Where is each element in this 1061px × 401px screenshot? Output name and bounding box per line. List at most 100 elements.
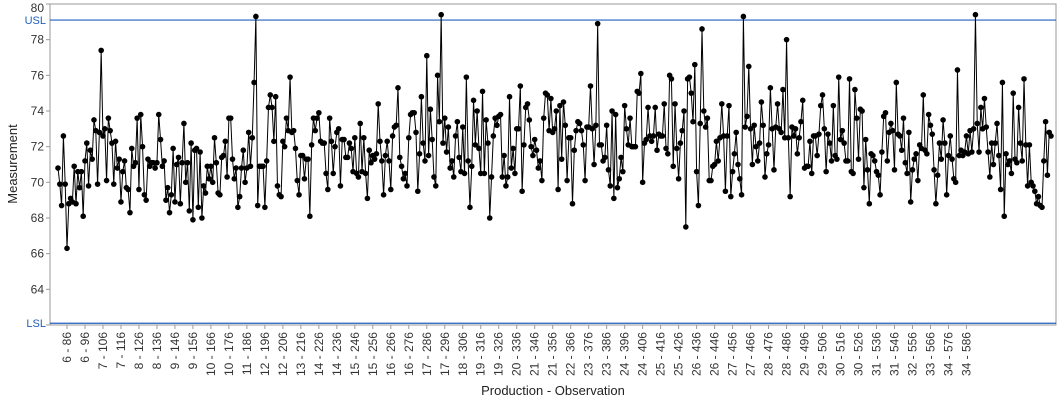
- data-point: [134, 115, 140, 121]
- data-point: [202, 190, 209, 196]
- data-point: [934, 172, 941, 178]
- data-point: [648, 138, 655, 145]
- data-point: [467, 204, 473, 211]
- data-point: [627, 115, 633, 121]
- data-point: [83, 140, 90, 146]
- data-point: [805, 163, 811, 170]
- x-tick-label: 9 - 156: [186, 332, 200, 370]
- data-point: [278, 193, 284, 200]
- data-point: [220, 152, 227, 159]
- x-tick-label: 31 - 536: [870, 332, 884, 376]
- data-point: [672, 101, 678, 107]
- data-point: [594, 20, 601, 27]
- data-point: [98, 47, 104, 54]
- data-point: [992, 140, 999, 146]
- y-axis: 64 66 68 70 72 74 76 78 80: [31, 1, 50, 326]
- data-point: [736, 175, 743, 182]
- data-point: [618, 154, 624, 161]
- data-point: [1039, 204, 1045, 211]
- data-point: [839, 127, 846, 134]
- data-point: [154, 159, 160, 166]
- data-point: [262, 204, 268, 211]
- data-point: [571, 147, 578, 154]
- data-point: [780, 86, 786, 93]
- y-tick-label: 80: [31, 1, 45, 15]
- x-tick-label: 6 - 96: [78, 332, 92, 363]
- data-point: [1006, 158, 1013, 164]
- data-point: [94, 181, 101, 187]
- data-point: [186, 208, 193, 214]
- data-point: [432, 183, 439, 189]
- data-point: [112, 138, 119, 145]
- data-point: [242, 179, 248, 186]
- data-point: [490, 133, 497, 139]
- data-point: [702, 124, 709, 130]
- data-point: [823, 168, 829, 175]
- data-point: [668, 76, 675, 82]
- data-point: [675, 175, 682, 182]
- data-point: [136, 186, 142, 193]
- data-point: [438, 11, 444, 18]
- x-tick-label: 7 - 106: [96, 332, 110, 370]
- x-tick-label: 34 - 586: [960, 332, 974, 376]
- x-axis: 6 - 86 6 - 96 7 - 106 7 - 116 8 - 126 8 - 136…: [60, 325, 974, 376]
- data-point: [1026, 142, 1033, 148]
- data-point: [283, 115, 290, 121]
- data-point: [449, 158, 455, 164]
- data-point: [316, 109, 322, 116]
- data-point: [168, 192, 175, 198]
- data-point: [517, 83, 524, 89]
- data-point: [103, 177, 110, 184]
- data-point: [512, 170, 518, 177]
- data-point: [877, 192, 883, 198]
- x-tick-label: 34 - 576: [942, 332, 956, 376]
- data-point: [582, 177, 588, 184]
- x-tick-label: 15 - 256: [366, 332, 380, 376]
- x-tick-label: 15 - 246: [348, 332, 362, 376]
- data-point: [344, 154, 351, 161]
- data-point: [91, 117, 97, 123]
- data-point: [742, 124, 748, 130]
- data-point: [913, 151, 919, 157]
- data-point: [503, 183, 509, 189]
- data-point: [526, 117, 533, 123]
- limit-label-usl: USL: [25, 15, 46, 27]
- data-point: [60, 133, 67, 139]
- data-point: [535, 165, 542, 171]
- data-point: [416, 151, 423, 157]
- data-point: [871, 158, 878, 164]
- data-point: [990, 161, 997, 168]
- data-point: [155, 111, 162, 118]
- data-point: [906, 129, 912, 136]
- data-point: [110, 181, 117, 187]
- data-point: [361, 134, 367, 141]
- data-point: [936, 140, 943, 146]
- data-point: [321, 140, 328, 146]
- data-point: [1010, 90, 1017, 96]
- data-point: [290, 127, 297, 134]
- data-point: [413, 129, 419, 136]
- data-point: [414, 188, 421, 195]
- data-point: [450, 174, 457, 180]
- data-point: [879, 149, 885, 155]
- x-tick-label: 14 - 236: [330, 332, 344, 376]
- x-tick-label: 22 - 366: [564, 332, 578, 376]
- data-point: [560, 99, 567, 105]
- y-tick-label: 70: [31, 175, 45, 189]
- data-point: [864, 167, 871, 173]
- data-point: [753, 143, 759, 150]
- data-point: [708, 177, 714, 184]
- data-point: [889, 127, 896, 134]
- data-point: [188, 140, 194, 146]
- data-point: [519, 188, 525, 195]
- data-point: [107, 127, 113, 134]
- data-point: [819, 92, 826, 98]
- data-point: [470, 97, 477, 104]
- data-point: [683, 224, 689, 230]
- data-point: [166, 209, 173, 216]
- data-point: [925, 111, 932, 118]
- data-point: [299, 152, 306, 159]
- y-tick-label: 66: [31, 247, 45, 261]
- data-point: [386, 158, 392, 164]
- data-point: [89, 156, 95, 162]
